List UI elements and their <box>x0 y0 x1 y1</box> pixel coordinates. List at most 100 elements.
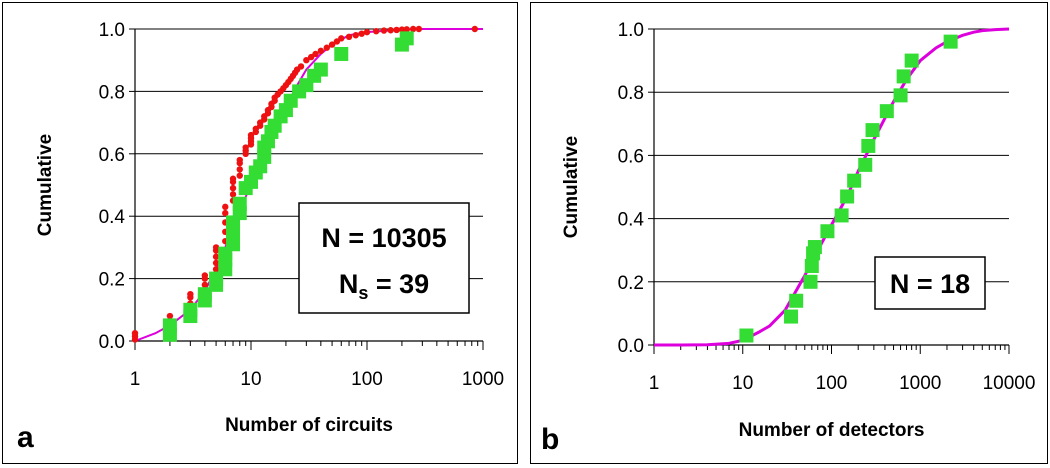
chart-a-red-point <box>236 166 243 173</box>
chart-a-red-point <box>303 57 310 64</box>
chart-b-x-axis-title: Number of detectors <box>739 420 925 441</box>
chart-a-x-tick-label: 10 <box>240 369 261 390</box>
chart-a-y-tick-label: 0.0 <box>99 332 125 353</box>
chart-a-red-point <box>345 33 353 40</box>
chart-b-y-tick-label: 1.0 <box>618 20 644 41</box>
chart-b-green-square <box>739 328 754 343</box>
chart-b-green-square <box>865 123 880 138</box>
chart-b-y-tick-label: 0.2 <box>618 273 644 294</box>
chart-b-green-square <box>807 240 822 255</box>
chart-panel-a: 0.0 0.2 0.4 0.6 0.8 1.0 1 10 100 1000 Number of ci… <box>2 2 518 464</box>
chart-b-green-square <box>904 53 919 68</box>
chart-a-green-square <box>162 318 177 333</box>
chart-a-y-tick-label: 1.0 <box>99 20 125 41</box>
chart-a-red-point <box>229 184 237 192</box>
chart-b-green-square <box>861 138 876 153</box>
chart-b-x-tick-label: 10 <box>732 373 753 394</box>
chart-a-green-square <box>183 302 198 317</box>
chart-b-x-tick-label: 10000 <box>983 373 1036 394</box>
chart-a-red-point <box>363 28 371 36</box>
chart-b-panel-letter: b <box>541 423 559 456</box>
chart-a-red-point <box>131 330 139 337</box>
chart-b-green-square <box>879 104 894 119</box>
chart-b-annotation-box <box>874 256 986 310</box>
chart-b-green-square <box>943 34 958 49</box>
chart-a-red-point <box>236 172 243 179</box>
chart-a-red-point <box>352 32 359 39</box>
chart-a-panel-letter: a <box>17 421 34 454</box>
chart-b-y-tick-label: 0.4 <box>618 210 645 231</box>
chart-a-y-tick-label: 0.4 <box>99 207 126 228</box>
chart-b-green-square <box>804 259 819 273</box>
chart-b-green-square <box>789 293 804 308</box>
chart-b-y-tick-label: 0.8 <box>618 83 644 104</box>
chart-a-red-point <box>409 25 417 33</box>
chart-a-red-point <box>222 209 229 217</box>
chart-a-y-tick-label: 0.6 <box>99 145 125 166</box>
chart-a-x-tick-label: 1 <box>130 369 141 390</box>
chart-a-x-tick-label: 100 <box>351 369 383 390</box>
chart-panel-b: 0.0 0.2 0.4 0.6 0.8 1.0 1 10 100 1000 10000 Number … <box>530 2 1048 464</box>
chart-a-red-point <box>387 27 394 34</box>
chart-a-green-square <box>197 287 212 302</box>
chart-a-red-point <box>201 272 209 279</box>
chart-a-red-point <box>247 131 255 139</box>
chart-a-red-point <box>297 63 305 70</box>
chart-a-red-point <box>398 26 406 33</box>
chart-a-green-square <box>334 46 349 61</box>
chart-a-red-point <box>201 281 209 289</box>
chart-b-y-tick-label: 0.0 <box>618 336 644 357</box>
chart-b-green-square <box>847 173 862 188</box>
chart-a-red-point <box>212 259 220 267</box>
chart-a-green-square <box>232 196 247 211</box>
chart-b-x-tick-label: 1 <box>649 373 660 394</box>
chart-b-green-square <box>896 69 911 84</box>
chart-b-green-square <box>803 274 818 289</box>
chart-a-red-point <box>358 30 365 37</box>
chart-a-red-point <box>403 26 410 33</box>
chart-b-annotation-total: N = 18 <box>890 269 970 299</box>
chart-a-green-square <box>313 62 328 77</box>
chart-b-x-tick-label: 1000 <box>899 373 941 394</box>
chart-a-red-point <box>222 203 229 211</box>
chart-a-y-axis-title: Cumulative <box>35 134 56 236</box>
chart-a-y-tick-label: 0.8 <box>99 82 125 103</box>
chart-b-svg: 0.0 0.2 0.4 0.6 0.8 1.0 1 10 100 1000 10000 Number … <box>541 20 1036 456</box>
chart-a-x-tick-label: 1000 <box>462 369 504 390</box>
chart-b-green-square <box>834 208 849 223</box>
chart-a-red-point <box>338 35 345 42</box>
chart-a-red-point <box>212 266 220 273</box>
chart-a-annotation-total: N = 10305 <box>321 223 446 253</box>
chart-a-red-point <box>236 156 243 164</box>
chart-a-annotation-box <box>298 202 470 314</box>
chart-a-green-square <box>399 31 414 46</box>
chart-a-green-square <box>226 237 241 252</box>
chart-a-svg: 0.0 0.2 0.4 0.6 0.8 1.0 1 10 100 1000 Number of ci… <box>17 20 504 454</box>
chart-a-red-point <box>415 25 423 33</box>
chart-a-red-point <box>372 27 380 35</box>
chart-a-red-point <box>166 312 174 320</box>
chart-b-green-square <box>893 88 908 103</box>
chart-a-annotation-subset: Ns = 39 <box>339 269 429 303</box>
chart-a-red-point <box>312 50 319 58</box>
chart-b-y-tick-label: 0.6 <box>618 146 644 167</box>
chart-a-red-point <box>380 27 388 34</box>
chart-a-x-axis-title: Number of circuits <box>225 415 393 436</box>
chart-a-red-point <box>229 175 237 182</box>
chart-b-green-square <box>858 157 873 172</box>
chart-a-y-tick-label: 0.2 <box>99 270 125 291</box>
chart-a-red-point <box>471 25 479 33</box>
chart-a-red-point <box>242 144 249 151</box>
chart-a-red-point <box>212 253 220 260</box>
chart-b-green-square <box>784 309 799 324</box>
chart-a-red-point <box>393 26 400 34</box>
chart-a-red-point <box>229 191 237 198</box>
chart-a-red-point <box>328 41 336 48</box>
chart-b-green-square <box>820 224 835 239</box>
chart-a-red-point <box>187 291 194 298</box>
chart-a-red-point <box>323 44 330 51</box>
chart-b-x-tick-label: 100 <box>816 373 848 394</box>
chart-b-green-square <box>840 189 855 204</box>
chart-a-red-point <box>212 244 220 251</box>
chart-a-red-point <box>317 47 325 55</box>
